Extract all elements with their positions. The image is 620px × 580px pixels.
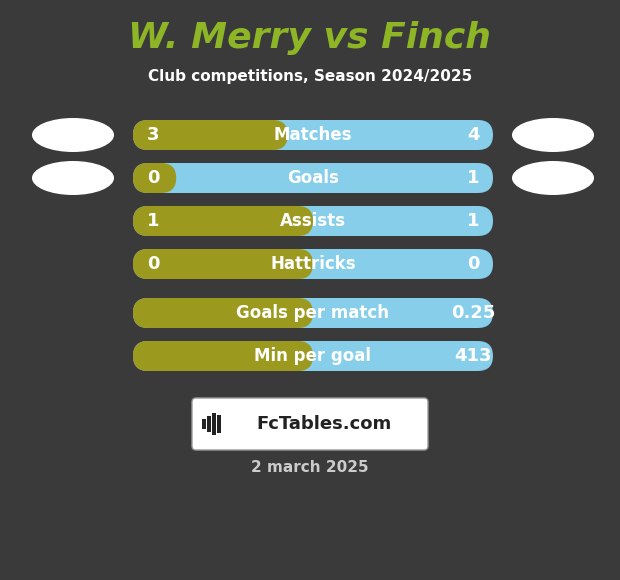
Text: 413: 413: [454, 347, 492, 365]
Text: W. Merry vs Finch: W. Merry vs Finch: [128, 21, 492, 55]
FancyBboxPatch shape: [133, 341, 313, 371]
FancyBboxPatch shape: [133, 298, 493, 328]
FancyBboxPatch shape: [133, 206, 313, 236]
FancyBboxPatch shape: [133, 163, 493, 193]
FancyBboxPatch shape: [202, 419, 205, 429]
FancyBboxPatch shape: [133, 341, 493, 371]
Text: Goals: Goals: [287, 169, 339, 187]
Text: Matches: Matches: [274, 126, 352, 144]
Ellipse shape: [512, 118, 594, 152]
FancyBboxPatch shape: [192, 398, 428, 450]
Text: FcTables.com: FcTables.com: [257, 415, 392, 433]
Text: Goals per match: Goals per match: [236, 304, 389, 322]
Text: 4: 4: [467, 126, 479, 144]
Text: 0: 0: [147, 255, 159, 273]
Text: 1: 1: [467, 169, 479, 187]
FancyBboxPatch shape: [133, 249, 313, 279]
Text: 3: 3: [147, 126, 159, 144]
FancyBboxPatch shape: [133, 298, 313, 328]
FancyBboxPatch shape: [217, 415, 221, 433]
FancyBboxPatch shape: [207, 416, 211, 432]
FancyBboxPatch shape: [133, 249, 493, 279]
Ellipse shape: [512, 161, 594, 195]
Text: 2 march 2025: 2 march 2025: [251, 461, 369, 476]
FancyBboxPatch shape: [133, 120, 493, 150]
Ellipse shape: [32, 161, 114, 195]
Text: 0: 0: [147, 169, 159, 187]
Text: Club competitions, Season 2024/2025: Club competitions, Season 2024/2025: [148, 70, 472, 85]
Text: 0.25: 0.25: [451, 304, 495, 322]
FancyBboxPatch shape: [212, 413, 216, 435]
FancyBboxPatch shape: [133, 163, 176, 193]
Text: Hattricks: Hattricks: [270, 255, 356, 273]
FancyBboxPatch shape: [133, 120, 288, 150]
Text: 1: 1: [147, 212, 159, 230]
Text: Assists: Assists: [280, 212, 346, 230]
FancyBboxPatch shape: [133, 206, 493, 236]
Text: 0: 0: [467, 255, 479, 273]
Ellipse shape: [32, 118, 114, 152]
Text: Min per goal: Min per goal: [254, 347, 371, 365]
Text: 1: 1: [467, 212, 479, 230]
